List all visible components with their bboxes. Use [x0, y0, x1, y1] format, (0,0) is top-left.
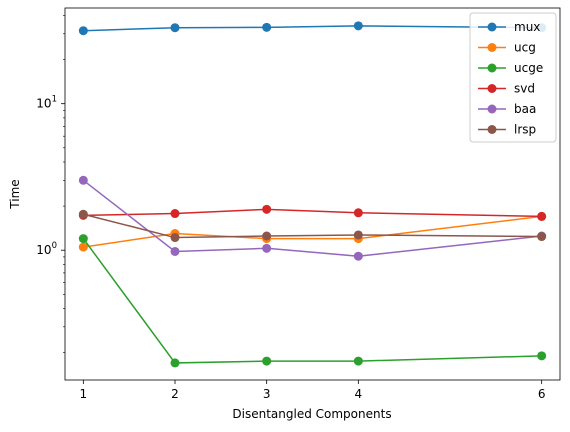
- y-tick-label: 100: [36, 241, 57, 257]
- data-point-baa: [353, 251, 363, 261]
- legend-label-lrsp: lrsp: [514, 123, 536, 137]
- legend-label-ucg: ucg: [514, 41, 536, 55]
- y-tick-label: 101: [36, 95, 57, 111]
- x-axis-label: Disentangled Components: [232, 407, 391, 421]
- x-axis: 1 2 3 4 6: [80, 380, 546, 401]
- legend-marker-ucge: [487, 63, 497, 73]
- legend-label-mux: mux: [514, 20, 540, 34]
- y-axis-label: Time: [8, 179, 22, 209]
- legend-label-svd: svd: [514, 82, 535, 96]
- data-point-ucge: [170, 358, 180, 368]
- data-point-baa: [262, 243, 272, 253]
- data-point-mux: [353, 21, 363, 31]
- data-point-mux: [78, 26, 88, 36]
- data-point-lrsp: [170, 233, 180, 243]
- legend-label-ucge: ucge: [514, 61, 543, 75]
- data-point-mux: [170, 23, 180, 33]
- data-point-baa: [170, 246, 180, 256]
- legend-marker-lrsp: [487, 125, 497, 134]
- data-point-ucge: [262, 356, 272, 366]
- data-point-mux: [262, 22, 272, 32]
- data-point-svd: [353, 208, 363, 218]
- data-point-lrsp: [262, 231, 272, 241]
- y-axis: 100 101: [36, 15, 65, 353]
- data-point-ucge: [537, 351, 547, 361]
- x-tick-label: 4: [355, 387, 363, 401]
- legend-label-baa: baa: [514, 102, 536, 116]
- x-tick-label: 6: [538, 387, 546, 401]
- data-point-svd: [170, 209, 180, 219]
- legend-marker-baa: [487, 104, 497, 114]
- legend: mux ucg ucge svd baa lrsp: [469, 12, 557, 143]
- x-tick-label: 2: [171, 387, 179, 401]
- legend-marker-ucg: [487, 43, 497, 52]
- legend-box: [469, 12, 557, 143]
- data-point-ucge: [78, 234, 88, 244]
- legend-marker-mux: [487, 22, 497, 32]
- data-point-ucge: [353, 356, 363, 366]
- data-point-svd: [537, 211, 547, 221]
- data-point-lrsp: [353, 230, 363, 240]
- data-point-lrsp: [537, 232, 547, 242]
- data-point-lrsp: [78, 209, 88, 219]
- data-point-baa: [78, 175, 88, 185]
- data-point-ucg: [78, 242, 88, 252]
- x-tick-label: 1: [80, 387, 88, 401]
- legend-marker-svd: [487, 84, 497, 93]
- x-tick-label: 3: [263, 387, 271, 401]
- data-point-svd: [262, 204, 272, 214]
